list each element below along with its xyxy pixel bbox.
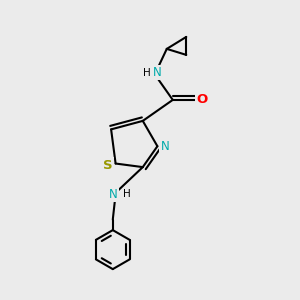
Text: S: S xyxy=(103,158,113,172)
Text: N: N xyxy=(153,66,162,80)
Text: H: H xyxy=(143,68,151,78)
Text: N: N xyxy=(160,140,169,153)
Text: H: H xyxy=(123,189,131,199)
Text: N: N xyxy=(109,188,118,201)
Text: O: O xyxy=(196,93,208,106)
